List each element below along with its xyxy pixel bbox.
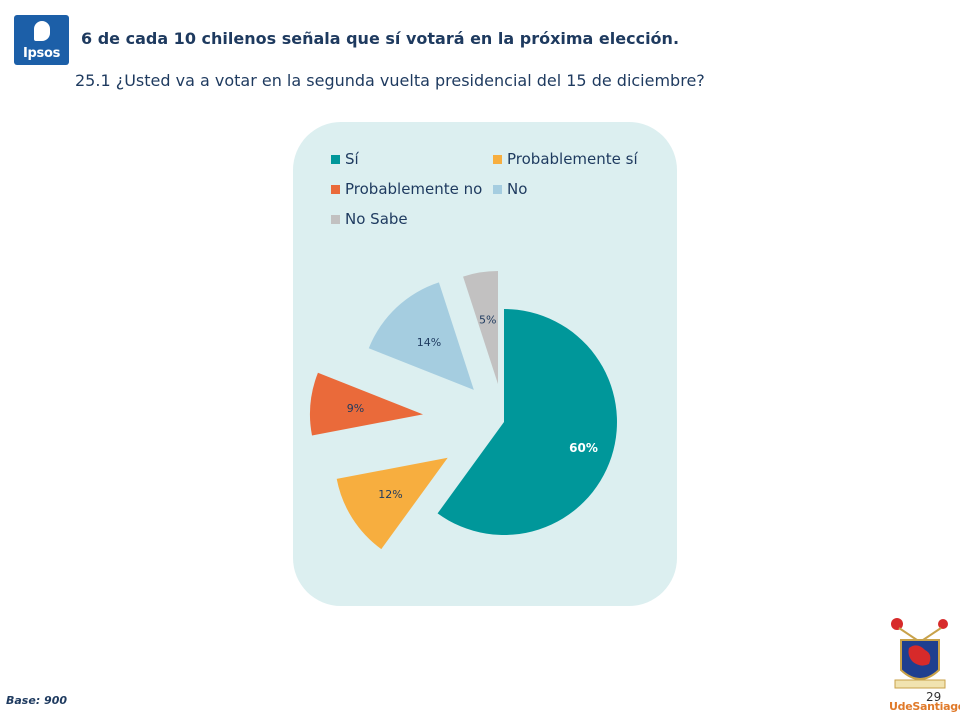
pie-slice-probablemente-si bbox=[336, 457, 448, 550]
legend-swatch bbox=[331, 214, 340, 224]
survey-question: 25.1 ¿Usted va a votar en la segunda vue… bbox=[75, 71, 705, 90]
legend-label: No bbox=[507, 180, 528, 198]
base-note: Base: 900 bbox=[6, 694, 68, 707]
pie-slice-si bbox=[437, 309, 617, 536]
page-number: 29 bbox=[926, 690, 942, 704]
pie-slice-probablemente-no bbox=[310, 372, 424, 436]
legend-label: No Sabe bbox=[345, 210, 408, 228]
slide-headline: 6 de cada 10 chilenos señala que sí vota… bbox=[81, 29, 680, 48]
legend-swatch bbox=[493, 154, 502, 164]
ipsos-logo: Ipsos bbox=[14, 15, 69, 65]
university-logo-text: UdeSantiago bbox=[889, 700, 960, 713]
ipsos-logo-mark bbox=[34, 21, 50, 41]
data-label-si: 60% bbox=[569, 441, 598, 455]
data-label-probablemente-no: 9% bbox=[347, 402, 364, 415]
pie-slice-no-sabe bbox=[463, 271, 498, 385]
legend-item-no: No bbox=[493, 180, 527, 198]
university-crest-icon bbox=[891, 618, 948, 689]
legend-label: Sí bbox=[345, 150, 359, 168]
legend-swatch bbox=[331, 154, 340, 164]
legend-swatch bbox=[493, 184, 502, 194]
pie-slice-no bbox=[368, 282, 474, 390]
legend-label: Probablemente no bbox=[345, 180, 483, 198]
legend-swatch bbox=[331, 184, 340, 194]
data-label-probablemente-si: 12% bbox=[378, 488, 402, 501]
ipsos-logo-text: Ipsos bbox=[22, 46, 61, 61]
data-label-no: 14% bbox=[417, 336, 441, 349]
legend-label: Probablemente sí bbox=[507, 150, 638, 168]
legend-item-no-sabe: No Sabe bbox=[331, 210, 408, 228]
legend-item-probablemente-no: Probablemente no bbox=[331, 180, 482, 198]
legend-item-si: Sí bbox=[331, 150, 359, 168]
legend-item-probablemente-si: Probablemente sí bbox=[493, 150, 638, 168]
data-label-no-sabe: 5% bbox=[479, 313, 496, 326]
